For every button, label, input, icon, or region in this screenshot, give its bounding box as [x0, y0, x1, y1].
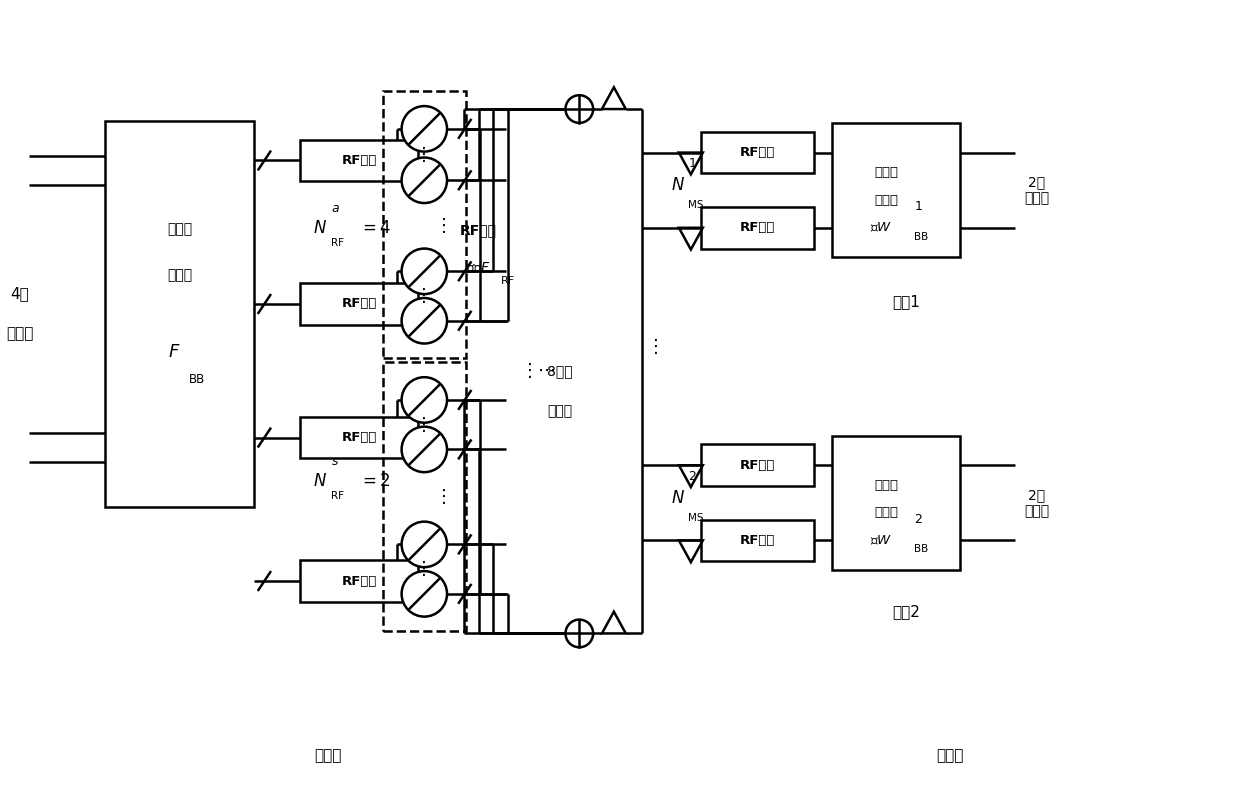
Text: 射天线: 射天线 [546, 403, 572, 418]
Text: RF链路: RF链路 [740, 534, 776, 547]
Text: 接收端: 接收端 [935, 749, 963, 764]
Text: $\mathit{N}$: $\mathit{N}$ [672, 489, 685, 507]
Text: ⋮: ⋮ [435, 217, 453, 235]
Text: RF: RF [331, 491, 343, 501]
Bar [701, 207, 814, 248]
Bar [300, 139, 419, 181]
Circle shape [401, 106, 447, 151]
Bar [383, 91, 466, 359]
Text: 基带预: 基带预 [167, 222, 192, 236]
Text: $s$: $s$ [331, 455, 338, 468]
Circle shape [401, 158, 447, 203]
Bar [701, 132, 814, 173]
Text: RF: RF [502, 277, 515, 286]
Circle shape [401, 426, 447, 472]
Text: 4个: 4个 [10, 287, 28, 302]
Circle shape [565, 619, 593, 647]
Text: $\mathit{N}$: $\mathit{N}$ [312, 219, 327, 236]
Text: ⋮: ⋮ [415, 560, 434, 578]
Text: 器$W$: 器$W$ [870, 533, 892, 547]
Text: $1$: $1$ [688, 158, 696, 170]
Bar [300, 417, 419, 459]
Bar [383, 362, 466, 631]
Bar [833, 436, 960, 570]
Text: 码器$F$: 码器$F$ [466, 260, 491, 275]
Text: RF链路: RF链路 [342, 297, 377, 310]
Text: ⋮: ⋮ [520, 362, 539, 381]
Text: $=4$: $=4$ [359, 219, 392, 236]
Text: ⋮: ⋮ [415, 287, 434, 305]
Circle shape [401, 248, 447, 294]
Circle shape [401, 298, 447, 344]
Text: 发射端: 发射端 [313, 749, 341, 764]
Text: $\mathit{N}$: $\mathit{N}$ [312, 472, 327, 490]
Text: ⋮: ⋮ [647, 337, 665, 355]
Text: RF链路: RF链路 [740, 459, 776, 472]
Text: $1$: $1$ [913, 200, 922, 213]
Text: RF预编: RF预编 [460, 223, 497, 236]
Bar [701, 519, 814, 561]
Text: $\mathit{N}$: $\mathit{N}$ [672, 177, 685, 194]
Circle shape [401, 571, 447, 617]
Text: 编码器: 编码器 [167, 268, 192, 282]
Text: ⋮: ⋮ [435, 488, 453, 506]
Text: 器$W$: 器$W$ [870, 221, 892, 235]
Text: ⋮: ⋮ [415, 146, 434, 164]
Text: $=2$: $=2$ [359, 472, 390, 490]
Text: RF: RF [331, 238, 343, 247]
Circle shape [401, 522, 447, 567]
Text: 用户1: 用户1 [892, 295, 921, 310]
Bar [300, 560, 419, 602]
Bar [105, 121, 254, 507]
Text: 8根发: 8根发 [546, 364, 572, 378]
Text: BB: BB [913, 232, 928, 242]
Bar [833, 123, 960, 258]
Text: 2个
数据流: 2个 数据流 [1023, 488, 1049, 518]
Text: MS: MS [688, 513, 704, 522]
Text: $2$: $2$ [913, 512, 922, 526]
Text: RF链路: RF链路 [740, 146, 776, 159]
Text: 基带均: 基带均 [873, 478, 898, 492]
Text: $2$: $2$ [688, 470, 696, 483]
Text: RF链路: RF链路 [740, 221, 776, 234]
Text: RF链路: RF链路 [342, 574, 377, 588]
Text: ⋯: ⋯ [538, 362, 556, 381]
Text: 2个
数据流: 2个 数据流 [1023, 175, 1049, 206]
Circle shape [565, 95, 593, 123]
Text: BB: BB [913, 545, 928, 555]
Text: 衡处理: 衡处理 [873, 194, 898, 206]
Text: ⋮: ⋮ [415, 416, 434, 433]
Circle shape [401, 377, 447, 422]
Text: RF链路: RF链路 [342, 154, 377, 167]
Bar [701, 444, 814, 486]
Text: $F$: $F$ [169, 344, 181, 362]
Text: 基带均: 基带均 [873, 165, 898, 179]
Text: 用户2: 用户2 [892, 604, 921, 619]
Text: 衡处理: 衡处理 [873, 506, 898, 519]
Text: 数据流: 数据流 [6, 326, 33, 341]
Text: $a$: $a$ [331, 202, 339, 215]
Text: RF链路: RF链路 [342, 431, 377, 444]
Text: MS: MS [688, 200, 704, 210]
Text: BB: BB [190, 373, 206, 386]
Bar [300, 283, 419, 325]
